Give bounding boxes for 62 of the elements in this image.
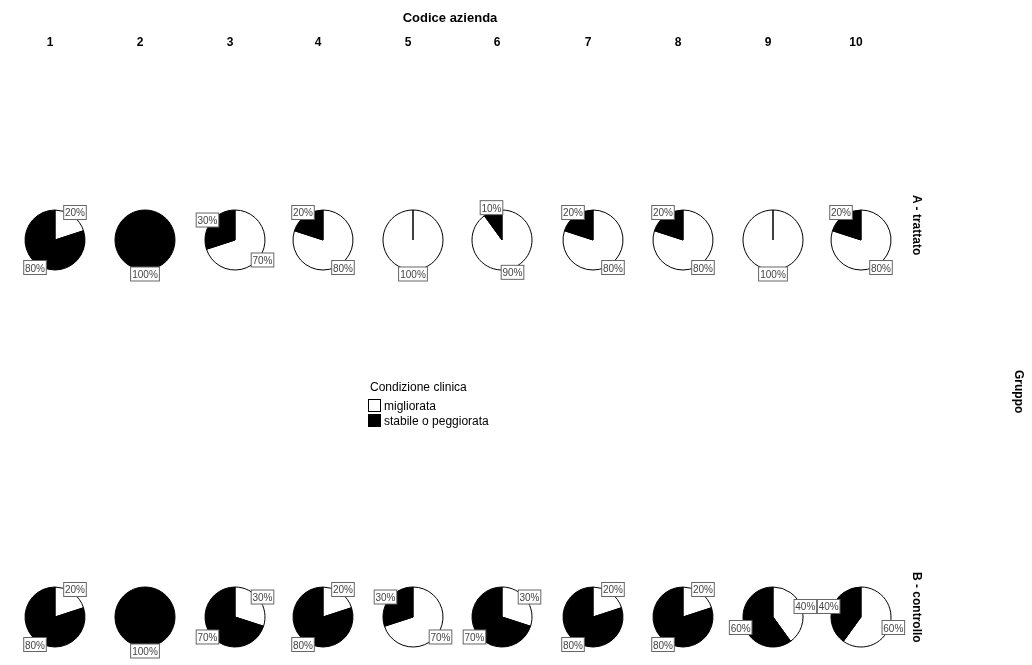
data-label: 80% — [653, 639, 674, 651]
chart-title: 7 — [583, 35, 593, 49]
data-label: 80% — [602, 262, 624, 274]
data-label: 80% — [332, 262, 354, 274]
data-label: 100% — [132, 646, 158, 657]
legend-label: stabile o peggiorata — [384, 413, 489, 428]
pie-slice — [24, 586, 86, 648]
pie-slice — [292, 209, 354, 271]
data-label: 80% — [692, 262, 714, 274]
pie-slice — [652, 586, 714, 648]
data-label: 60% — [883, 622, 904, 634]
chart-title: 5 — [403, 35, 413, 49]
data-label: 90% — [502, 267, 523, 279]
data-label: 40% — [818, 601, 839, 613]
text: Codice azienda — [401, 10, 499, 25]
data-label: 80% — [25, 639, 46, 651]
pie-slice — [562, 209, 624, 271]
data-label: 10% — [481, 202, 502, 214]
data-label: 30% — [252, 592, 273, 604]
data-label: 20% — [602, 584, 624, 596]
data-label: 80% — [563, 639, 584, 651]
legend-title: Condizione clinica — [370, 380, 468, 394]
chart-title: 6 — [492, 35, 502, 49]
pie-slice — [24, 209, 86, 271]
data-label: 60% — [730, 622, 751, 634]
chart-title: 8 — [673, 35, 683, 49]
data-label: 30% — [519, 592, 540, 604]
data-label: 20% — [563, 207, 584, 219]
data-label: 30% — [197, 215, 218, 227]
data-label: 30% — [375, 592, 396, 604]
pie-slice — [830, 209, 892, 271]
data-label: 20% — [64, 207, 86, 219]
data-label: 20% — [653, 207, 674, 219]
pie-slice — [652, 209, 714, 271]
pie-slice — [562, 586, 624, 648]
legend-label: migliorata — [384, 398, 437, 413]
chart-title: 3 — [225, 35, 235, 49]
data-label: 70% — [464, 631, 485, 643]
data-label: 20% — [831, 207, 852, 219]
data-label: 20% — [64, 584, 86, 596]
data-label: 100% — [132, 269, 158, 280]
data-label: 80% — [870, 262, 892, 274]
text: B - controllo — [910, 572, 924, 643]
pie-slice — [292, 586, 354, 648]
chart-title: 2 — [135, 35, 145, 49]
chart-title: 10 — [848, 35, 864, 49]
data-label: 80% — [25, 262, 46, 274]
text: Gruppo — [1012, 370, 1026, 414]
data-label: 40% — [795, 601, 816, 613]
data-label: 100% — [760, 269, 786, 280]
data-label: 80% — [293, 639, 314, 651]
data-label: 20% — [332, 584, 354, 596]
data-label: 70% — [430, 631, 451, 643]
data-label: 70% — [252, 254, 273, 266]
data-label: 20% — [293, 207, 314, 219]
chart-title: 4 — [313, 35, 323, 49]
data-label: 100% — [400, 269, 426, 280]
chart-title: 1 — [45, 35, 55, 49]
data-label: 70% — [197, 631, 218, 643]
chart-title: 9 — [763, 35, 773, 49]
text: A - trattato — [910, 195, 924, 256]
data-label: 20% — [692, 584, 714, 596]
